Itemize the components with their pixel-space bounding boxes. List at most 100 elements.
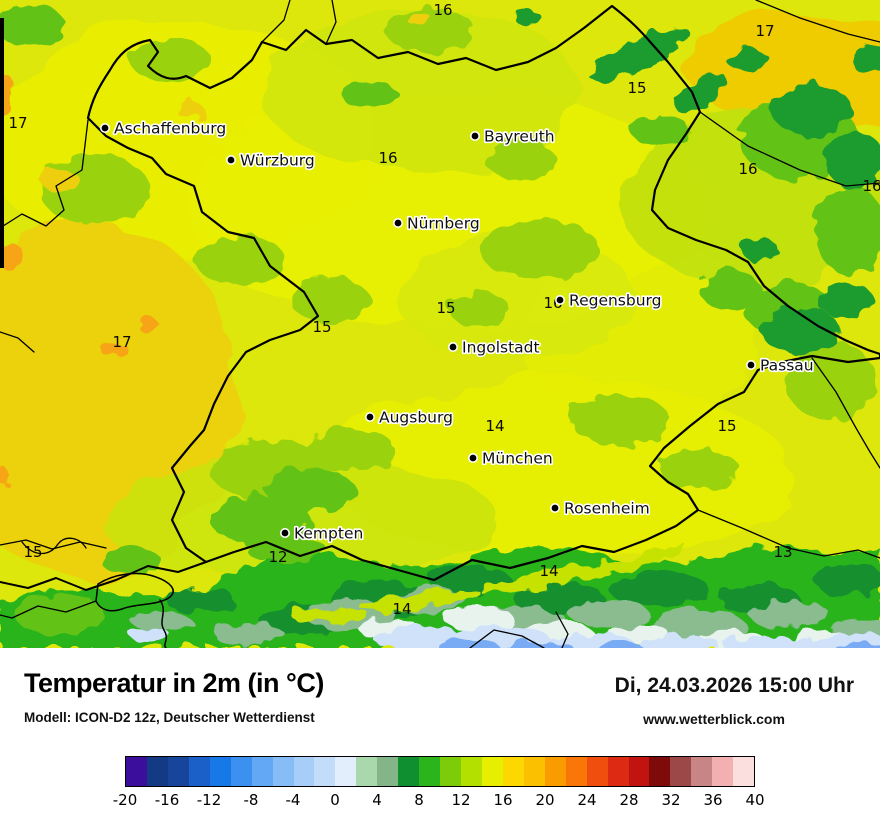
colorbar-cell — [523, 757, 545, 786]
city-marker-passau: Passau — [745, 355, 815, 376]
city-dot — [100, 123, 111, 134]
colorbar-tick: 40 — [745, 791, 765, 809]
colorbar-cell — [314, 757, 336, 786]
city-dot — [549, 502, 560, 513]
city-label: Bayreuth — [484, 128, 555, 146]
colorbar-cell — [691, 757, 713, 786]
city-label: Passau — [760, 357, 814, 375]
colorbar-cell — [251, 757, 273, 786]
city-marker-rosenheim: Rosenheim — [549, 498, 651, 519]
colorbar-tick: -4 — [285, 791, 301, 809]
temperature-label: 17 — [755, 22, 774, 40]
colorbar-tick: 8 — [414, 791, 424, 809]
colorbar-cell — [188, 757, 210, 786]
colorbar-cell — [628, 757, 650, 786]
city-dot — [392, 218, 403, 229]
map-green-patches — [0, 5, 880, 544]
colorbar-cell — [146, 757, 168, 786]
city-label: München — [482, 450, 553, 468]
city-dot — [554, 294, 565, 305]
colorbar-cell — [419, 757, 441, 786]
city-dot — [364, 411, 375, 422]
colorbar-cell — [356, 757, 378, 786]
colorbar-tick: -12 — [196, 791, 222, 809]
city-marker-würzburg: Würzburg — [226, 150, 316, 171]
map-edge-border — [0, 18, 4, 268]
temperature-label: 15 — [23, 543, 42, 561]
model-info: Modell: ICON-D2 12z, Deutscher Wetterdie… — [24, 710, 315, 725]
city-dot — [469, 131, 480, 142]
temperature-label: 14 — [392, 600, 411, 618]
city-label: Aschaffenburg — [114, 120, 226, 138]
colorbar-cell — [440, 757, 461, 786]
valid-time: Di, 24.03.2026 15:00 Uhr — [614, 674, 854, 697]
city-marker-aschaffenburg: Aschaffenburg — [100, 118, 228, 139]
colorbar-tick: -8 — [243, 791, 259, 809]
city-marker-münchen: München — [467, 448, 554, 469]
temperature-label: 16 — [378, 149, 397, 167]
colorbar-tick: -20 — [112, 791, 138, 809]
city-label: Ingolstadt — [462, 339, 540, 357]
colorbar-tick: 24 — [577, 791, 597, 809]
colorbar-cell — [670, 757, 692, 786]
city-marker-bayreuth: Bayreuth — [469, 126, 556, 147]
colorbar-tick: 36 — [703, 791, 723, 809]
colorbar-cell — [461, 757, 482, 786]
bodensee-lake — [95, 572, 174, 612]
colorbar-cell — [586, 757, 608, 786]
city-label: Kempten — [294, 525, 363, 543]
colorbar-tick: 12 — [451, 791, 471, 809]
colorbar-cell — [230, 757, 252, 786]
city-marker-augsburg: Augsburg — [364, 407, 455, 428]
city-marker-nürnberg: Nürnberg — [392, 213, 481, 234]
colorbar-tick: 0 — [330, 791, 340, 809]
colorbar-tick: 16 — [493, 791, 513, 809]
city-label: Nürnberg — [407, 215, 480, 233]
temperature-label: 15 — [717, 417, 736, 435]
colorbar-cell — [481, 757, 503, 786]
weather-map: 16 17 15 17 16 16 16 16 15 15 17 14 15 15 12 14 13 14 Asch… — [0, 0, 880, 648]
colorbar-tick: 4 — [372, 791, 382, 809]
colorbar-cell — [607, 757, 629, 786]
city-dot — [745, 359, 756, 370]
city-label: Würzburg — [240, 152, 315, 170]
colorbar-cell — [398, 757, 420, 786]
temperature-label: 14 — [539, 562, 558, 580]
temperature-label: 16 — [862, 177, 880, 195]
colorbar-cell — [565, 757, 587, 786]
temperature-label: 13 — [773, 543, 792, 561]
colorbar-tick: 28 — [619, 791, 639, 809]
colorbar-cell — [544, 757, 566, 786]
website-link: www.wetterblick.com — [643, 711, 785, 727]
colorbar-gradient — [125, 756, 755, 787]
temperature-label: 15 — [436, 299, 455, 317]
city-marker-kempten: Kempten — [279, 523, 365, 544]
colorbar-tick: -16 — [154, 791, 180, 809]
temperature-label: 17 — [8, 114, 27, 132]
alps-region — [0, 534, 880, 648]
city-dot — [467, 452, 478, 463]
city-marker-ingolstadt: Ingolstadt — [447, 337, 541, 358]
map-footer: Temperatur in 2m (in °C) Di, 24.03.2026 … — [0, 648, 880, 830]
city-label: Augsburg — [379, 409, 453, 427]
city-label: Rosenheim — [564, 500, 650, 518]
temperature-label: 16 — [433, 1, 452, 19]
temperature-label: 14 — [485, 417, 504, 435]
page-title: Temperatur in 2m (in °C) — [24, 668, 324, 698]
temperature-label: 16 — [738, 160, 757, 178]
colorbar-tick: 20 — [535, 791, 555, 809]
temperature-label: 15 — [312, 318, 331, 336]
temperature-label: 12 — [268, 548, 287, 566]
colorbar-cell — [272, 757, 294, 786]
colorbar-cell — [126, 757, 147, 786]
colorbar-cell — [335, 757, 357, 786]
city-marker-regensburg: Regensburg — [554, 290, 663, 311]
colorbar-cell — [377, 757, 399, 786]
city-dot — [447, 341, 458, 352]
map-tone-zones — [0, 10, 880, 580]
bavaria-border — [86, 4, 880, 582]
temperature-colorbar: -20 -16 -12 -8 -4 0 4 8 12 16 20 24 28 32 36 40 — [113, 756, 765, 813]
colorbar-cell — [733, 757, 755, 786]
